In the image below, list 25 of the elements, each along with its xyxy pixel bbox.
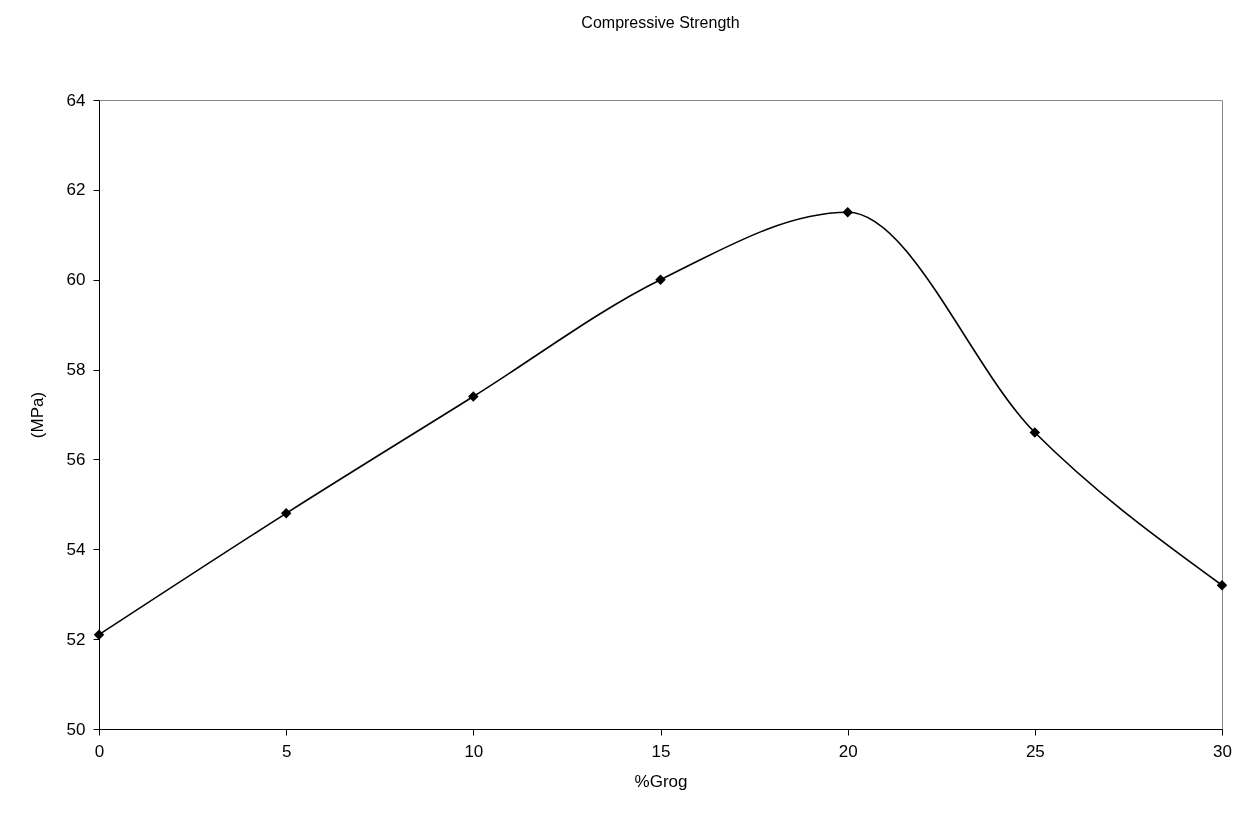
y-axis-title: (MPa) <box>27 391 47 439</box>
x-tick-label: 0 <box>94 741 105 761</box>
point <box>655 274 666 285</box>
x-tick-label: 5 <box>281 741 292 761</box>
x-tick-label: 10 <box>464 741 484 761</box>
x-tick-label: 15 <box>651 741 671 761</box>
point <box>93 629 105 640</box>
x-axis-title: %Grog <box>634 771 688 791</box>
point <box>280 508 292 519</box>
y-tick-label: 52 <box>66 629 86 649</box>
point <box>1029 427 1041 438</box>
y-tick-label: 60 <box>66 270 86 290</box>
point <box>468 391 479 402</box>
point <box>842 207 853 218</box>
y-tick-label: 50 <box>66 719 86 739</box>
y-tick-label: 62 <box>66 180 86 200</box>
y-tick-label: 58 <box>66 360 86 380</box>
x-tick-label: 30 <box>1213 741 1232 761</box>
y-tick-label: 54 <box>66 539 86 559</box>
chart-title: Compressive Strength <box>581 14 740 31</box>
x-tick-label: 20 <box>838 741 858 761</box>
y-tick-label: 56 <box>66 449 86 469</box>
y-tick-label: 64 <box>66 90 86 110</box>
x-tick-label: 25 <box>1025 741 1045 761</box>
point <box>1216 579 1228 591</box>
